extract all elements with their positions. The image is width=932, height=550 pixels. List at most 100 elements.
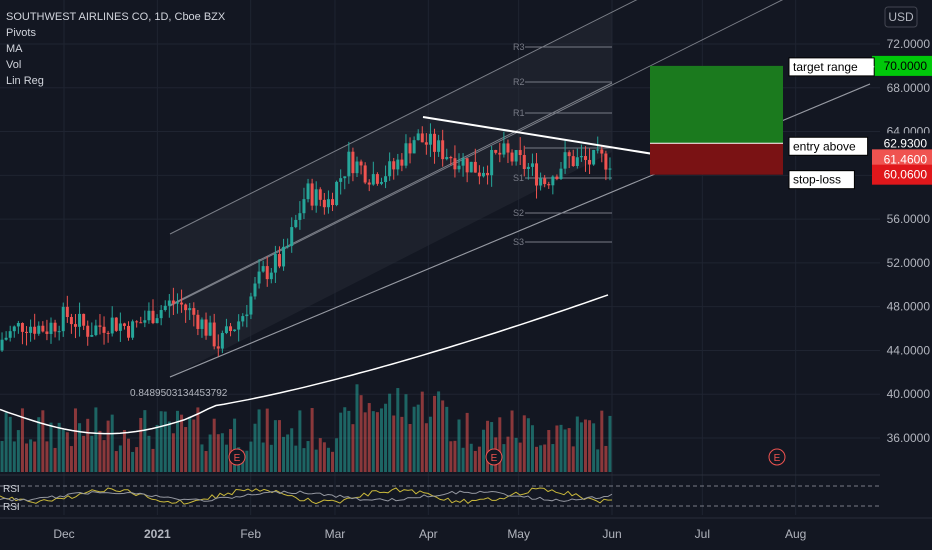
candle (0, 339, 4, 351)
candle (25, 331, 29, 333)
candle (65, 306, 69, 317)
candle (155, 318, 159, 324)
volume-bar (367, 403, 371, 472)
candle (416, 133, 420, 141)
volume-bar (127, 438, 131, 472)
candle (139, 322, 143, 324)
volume-bar (163, 411, 167, 472)
pivot-label: S3 (513, 237, 524, 247)
volume-bar (375, 412, 379, 472)
volume-bar (514, 437, 518, 472)
candle (106, 332, 110, 334)
volume-bar (82, 435, 86, 472)
candle (159, 309, 163, 319)
rsi-label: RSI (3, 484, 20, 495)
price-tick: 36.0000 (887, 431, 931, 445)
volume-bar (465, 412, 469, 472)
candles (0, 123, 612, 357)
candle (506, 143, 510, 153)
volume-bar (0, 441, 4, 472)
candle (449, 156, 453, 159)
regression-channel (169, 0, 871, 378)
trendline[interactable] (422, 116, 673, 158)
candle (339, 178, 343, 182)
volume-bar (41, 410, 45, 472)
volume-bar (135, 447, 139, 472)
pivot-label: R3 (513, 42, 525, 52)
candle (433, 133, 437, 152)
candle (257, 271, 261, 284)
volume-bar (212, 418, 216, 472)
volume-bar (355, 384, 359, 472)
candle (143, 320, 147, 323)
volume-bar (273, 420, 277, 472)
volume-bar (473, 450, 477, 472)
volume-bar (261, 442, 265, 472)
volume-bar (310, 408, 314, 472)
pivot-levels: R3 R2 R1 S1 S2 S3 (513, 42, 612, 247)
indicator-pivots[interactable]: Pivots (6, 27, 36, 39)
volume-bar (502, 444, 506, 472)
pivot-label: S1 (513, 173, 524, 183)
volume-bar (73, 408, 77, 472)
volume-bar (265, 408, 269, 472)
volume-bar (253, 423, 257, 472)
volume-bar (339, 412, 343, 472)
price-tag (872, 164, 932, 185)
volume-bar (20, 408, 24, 472)
candle (579, 156, 583, 158)
candle (33, 326, 37, 334)
candle (384, 176, 388, 183)
annotations: target range entry above stop-loss 0.848950… (130, 57, 875, 399)
indicator-linreg[interactable]: Lin Reg (6, 75, 44, 87)
candle (600, 149, 604, 154)
volume-bar (155, 424, 159, 472)
volume-bar (583, 419, 587, 472)
volume-bar (114, 451, 118, 472)
time-axis-bg (0, 518, 932, 550)
candle (249, 296, 253, 315)
candle (261, 266, 265, 272)
time-tick: Jul (695, 527, 710, 541)
candle (192, 308, 196, 315)
volume-bar (159, 411, 163, 472)
volume-bar (102, 440, 106, 472)
volume-bar (510, 410, 514, 472)
volume-bar (498, 417, 502, 472)
volume-bar (575, 416, 579, 472)
volume-bar (384, 403, 388, 472)
candle (127, 325, 131, 338)
volume-bar (428, 416, 432, 472)
candle (522, 155, 526, 169)
candle (318, 189, 322, 200)
candle (596, 149, 600, 151)
risk-reward-zones[interactable] (650, 65, 783, 175)
candle (530, 163, 534, 167)
time-tick: 2021 (144, 527, 171, 541)
volume-bar (208, 434, 212, 472)
candle (363, 165, 367, 183)
volume-bar (110, 414, 114, 472)
volume-bar (526, 418, 530, 472)
indicator-vol[interactable]: Vol (6, 59, 22, 71)
candle (408, 143, 412, 154)
time-axis: Dec 2021 Feb Mar Apr May Jun Jul Aug (0, 517, 932, 550)
candle (253, 283, 257, 297)
volume-bar (12, 441, 16, 472)
candle (465, 158, 469, 173)
candle (220, 332, 224, 349)
candle (392, 161, 396, 170)
volume-bar (567, 428, 571, 472)
candle (583, 156, 587, 160)
indicator-ma[interactable]: MA (6, 43, 23, 55)
candle (424, 142, 428, 145)
annotation-text: entry above (793, 139, 856, 153)
candle (502, 143, 506, 155)
time-tick: Apr (419, 527, 438, 541)
candle (518, 150, 522, 156)
earnings-icon (485, 448, 503, 466)
volume-bar (57, 422, 61, 472)
candle (200, 319, 204, 329)
volume-bar (326, 447, 330, 472)
